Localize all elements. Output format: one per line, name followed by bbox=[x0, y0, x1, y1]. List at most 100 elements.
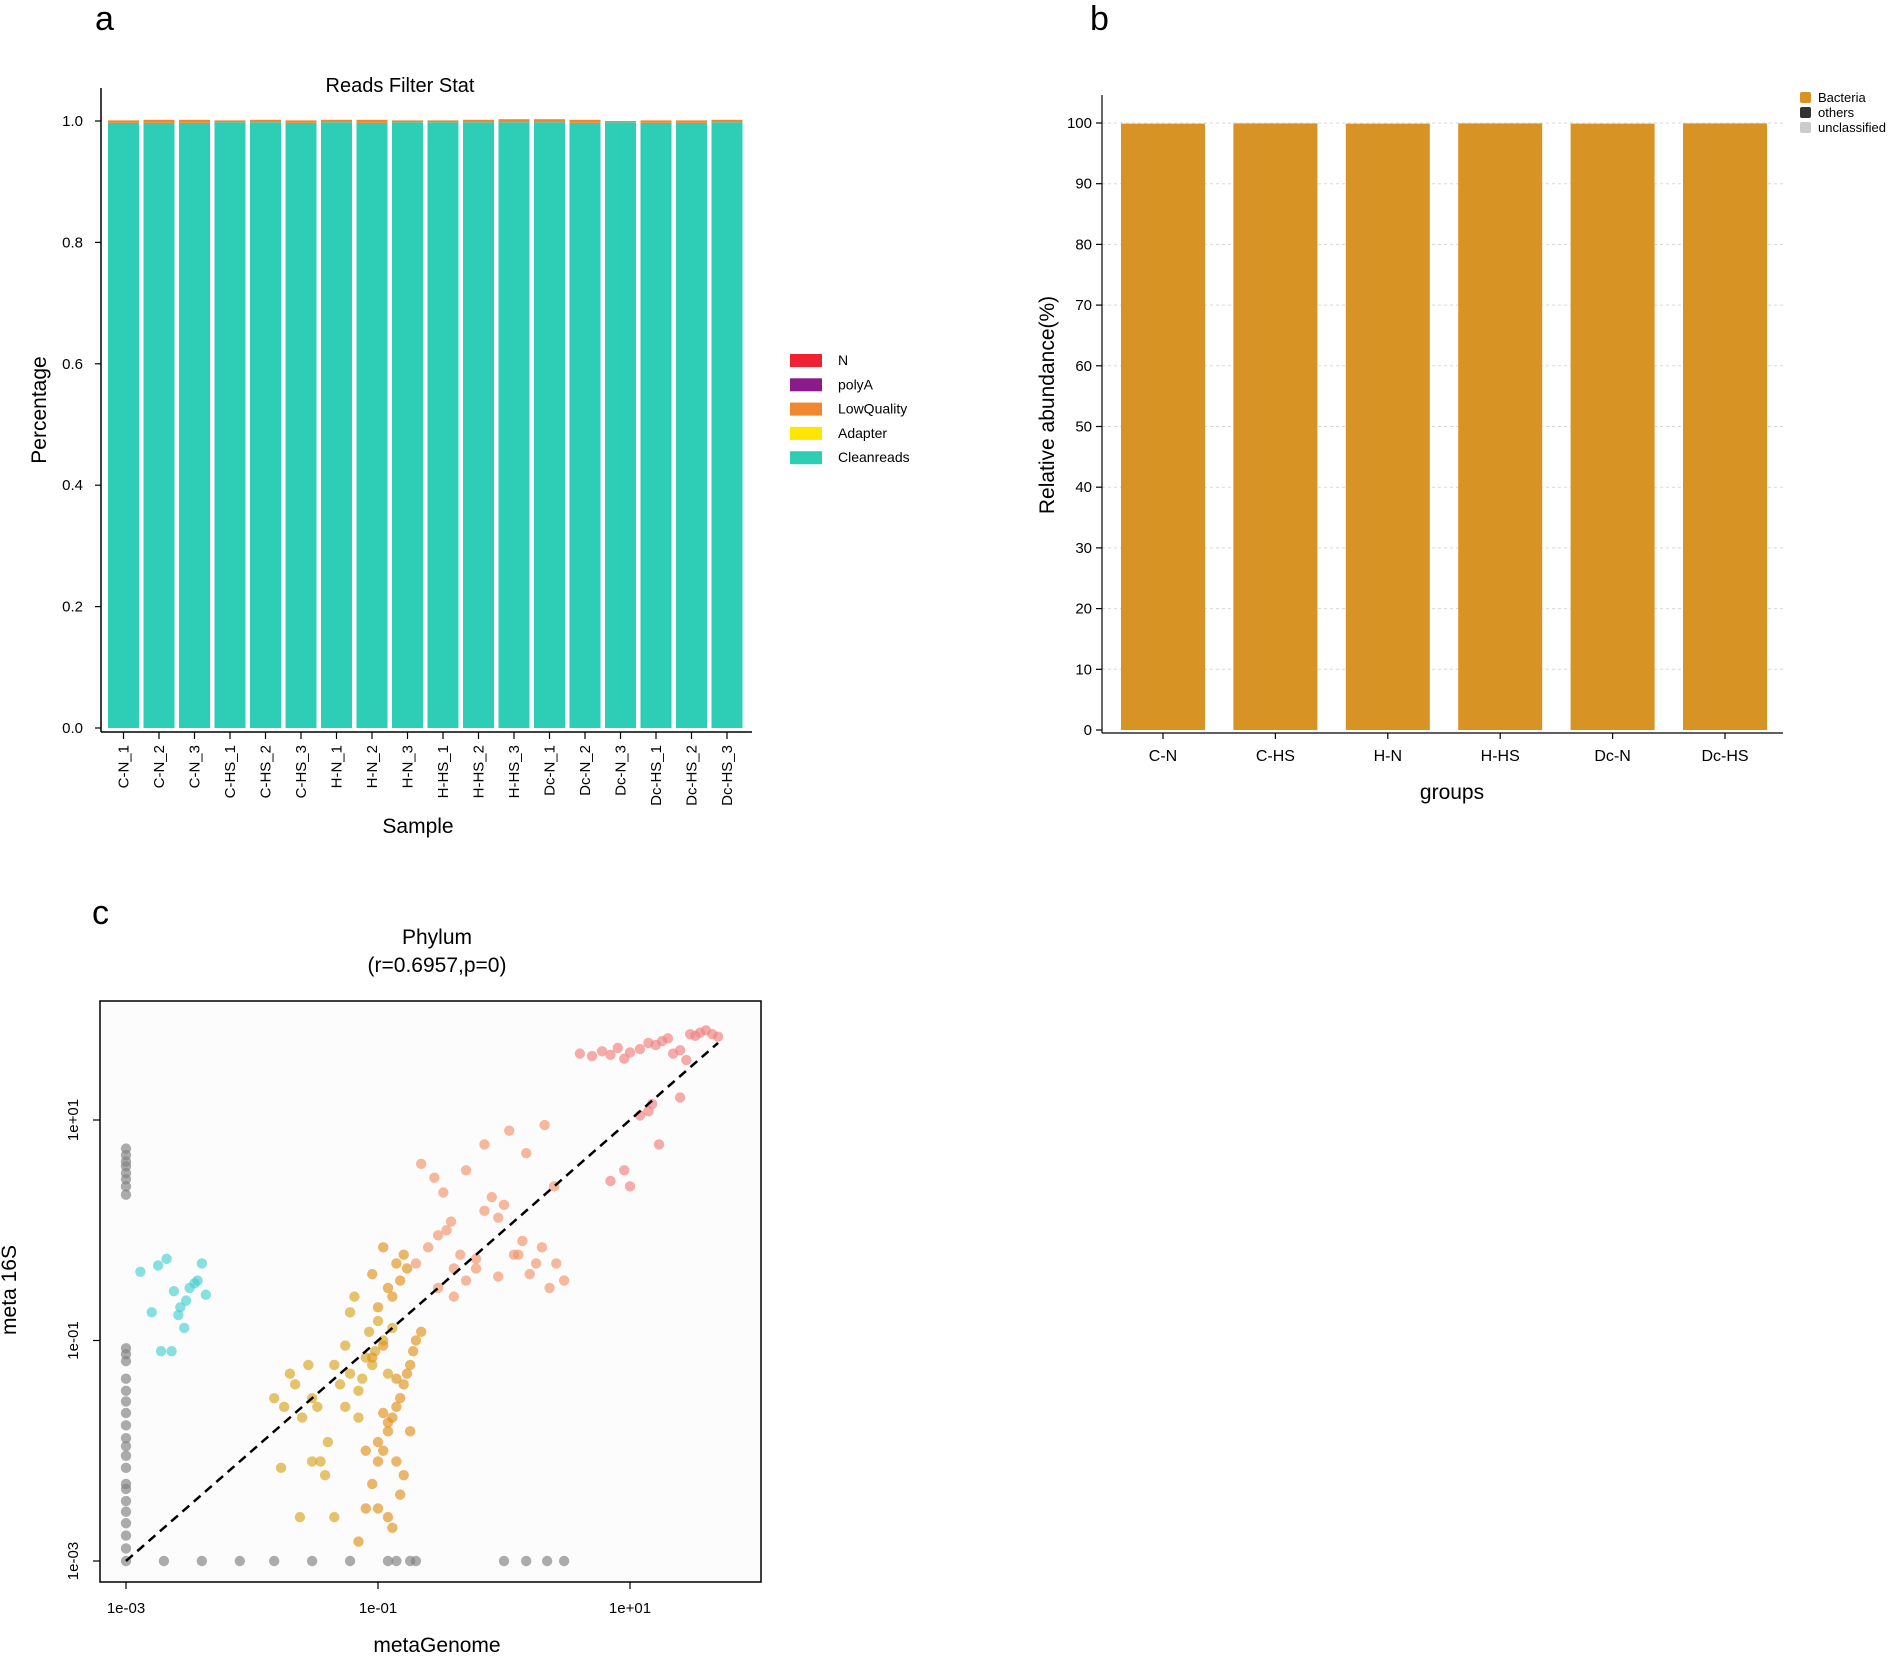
point-c-salmon-9 bbox=[486, 1191, 497, 1203]
bar-b-C-N-unclassified bbox=[1121, 123, 1205, 124]
point-c-salmon-2 bbox=[432, 1230, 444, 1241]
bar-a-H-N_3-LowQuality bbox=[392, 120, 423, 123]
point-c-pink-11 bbox=[662, 1033, 674, 1044]
point-c-yellow-9 bbox=[322, 1436, 334, 1448]
point-c-salmon-11 bbox=[498, 1199, 510, 1211]
point-c-gray-39 bbox=[558, 1555, 570, 1567]
panel-label-a: a bbox=[95, 0, 114, 38]
x-tick-label-b-5: Dc-HS bbox=[1701, 748, 1748, 765]
x-tick-label-a-12: Dc-N_1 bbox=[542, 745, 559, 796]
point-c-cyan-9 bbox=[196, 1258, 208, 1269]
point-c-gray-41 bbox=[391, 1555, 402, 1567]
chart-b-x-label: groups bbox=[1420, 781, 1484, 804]
y-tick-label-a-3: 0.6 bbox=[62, 356, 83, 373]
point-c-yellow-32 bbox=[306, 1456, 318, 1467]
legend-b-swatch-Bacteria bbox=[1800, 92, 1811, 103]
point-c-cyan-12 bbox=[179, 1322, 190, 1334]
bar-a-C-N_3-LowQuality bbox=[179, 119, 210, 123]
point-c-salmon-1 bbox=[422, 1242, 434, 1253]
bar-a-H-HS_1-LowQuality bbox=[427, 120, 459, 123]
point-c-orange-25 bbox=[372, 1436, 384, 1448]
legend-a-label-polyA: polyA bbox=[838, 376, 874, 392]
point-c-cyan-13 bbox=[173, 1309, 184, 1321]
point-c-orange-31 bbox=[394, 1489, 406, 1500]
point-c-gray-31 bbox=[268, 1555, 280, 1567]
y-tick-label-a-2: 0.4 bbox=[62, 477, 83, 494]
point-c-pink-27 bbox=[605, 1175, 616, 1187]
bar-a-H-N_2-Cleanreads bbox=[356, 122, 388, 729]
point-c-orange-14 bbox=[415, 1326, 427, 1337]
bar-a-H-HS_2-LowQuality bbox=[463, 119, 494, 123]
point-c-salmon-27 bbox=[520, 1147, 532, 1159]
point-c-pink-4 bbox=[612, 1042, 623, 1054]
point-c-gray-37 bbox=[520, 1555, 532, 1567]
point-c-cyan-1 bbox=[152, 1260, 164, 1271]
y-tick-label-c-1: 1e-01 bbox=[65, 1321, 82, 1359]
y-tick-label-a-5: 1.0 bbox=[62, 113, 83, 130]
point-c-orange-12 bbox=[407, 1345, 419, 1357]
point-c-gray-33 bbox=[344, 1555, 356, 1567]
chart-c-points bbox=[120, 1025, 724, 1567]
bar-a-H-N_1-Cleanreads bbox=[321, 122, 352, 729]
y-tick-label-c-2: 1e+01 bbox=[65, 1099, 82, 1141]
x-tick-label-a-15: Dc-HS_1 bbox=[648, 745, 665, 806]
x-tick-label-a-14: Dc-N_3 bbox=[613, 745, 630, 796]
point-c-orange-3 bbox=[372, 1456, 384, 1467]
point-c-yellow-1 bbox=[278, 1401, 290, 1413]
point-c-cyan-15 bbox=[155, 1345, 167, 1357]
point-c-pink-3 bbox=[605, 1049, 616, 1061]
x-tick-label-a-7: H-N_2 bbox=[364, 745, 381, 788]
point-c-cyan-11 bbox=[166, 1345, 177, 1357]
point-c-orange-10 bbox=[401, 1368, 413, 1379]
bar-a-H-HS_3-LowQuality bbox=[498, 119, 530, 123]
point-c-salmon-0 bbox=[410, 1258, 422, 1269]
point-c-orange-2 bbox=[367, 1478, 378, 1490]
x-tick-label-a-1: C-N_2 bbox=[151, 745, 168, 788]
point-c-orange-22 bbox=[394, 1275, 406, 1286]
bar-a-C-HS_1-Cleanreads bbox=[214, 122, 246, 729]
x-tick-label-b-4: Dc-N bbox=[1594, 748, 1630, 765]
y-tick-label-c-0: 1e-03 bbox=[65, 1542, 82, 1580]
point-c-orange-19 bbox=[398, 1249, 409, 1260]
x-tick-label-b-0: C-N bbox=[1149, 748, 1177, 765]
point-c-orange-21 bbox=[387, 1291, 398, 1302]
x-tick-label-a-0: C-N_1 bbox=[116, 745, 133, 788]
bar-a-C-HS_2-LowQuality bbox=[250, 119, 281, 123]
point-c-orange-0 bbox=[353, 1536, 364, 1547]
bar-a-Dc-N_2-LowQuality bbox=[569, 119, 601, 123]
point-c-orange-5 bbox=[382, 1426, 394, 1437]
bar-a-Dc-N_1-Cleanreads bbox=[534, 122, 565, 729]
point-c-pink-2 bbox=[596, 1046, 608, 1057]
point-c-salmon-14 bbox=[524, 1268, 535, 1280]
y-tick-label-b-0: 0 bbox=[1084, 722, 1092, 739]
point-c-orange-11 bbox=[404, 1359, 416, 1371]
point-c-orange-7 bbox=[391, 1401, 402, 1413]
point-c-orange-17 bbox=[367, 1268, 378, 1280]
point-c-gray-26 bbox=[120, 1543, 132, 1554]
chart-a-y-ticks: 0.0 0.2 0.4 0.6 0.8 1.0 bbox=[62, 113, 101, 737]
legend-b-label-Bacteria: Bacteria bbox=[1818, 90, 1866, 105]
point-c-gray-24 bbox=[120, 1518, 132, 1529]
point-c-gray-5 bbox=[120, 1174, 132, 1185]
bar-a-Dc-HS_1-Cleanreads bbox=[640, 122, 672, 729]
point-c-salmon-15 bbox=[530, 1258, 542, 1269]
x-tick-label-c-0: 1e-03 bbox=[107, 1600, 145, 1617]
point-c-yellow-12 bbox=[340, 1340, 351, 1351]
y-tick-label-b-1: 10 bbox=[1075, 661, 1092, 678]
panel-c-chart: Phylum (r=0.6957,p=0) 1e-03 1e-01 1e+01 1e… bbox=[0, 926, 762, 1657]
point-c-salmon-5 bbox=[455, 1249, 466, 1260]
point-c-pink-0 bbox=[574, 1048, 586, 1059]
point-c-orange-27 bbox=[391, 1373, 402, 1384]
x-tick-label-a-10: H-HS_2 bbox=[471, 745, 488, 798]
point-c-yellow-31 bbox=[340, 1401, 351, 1413]
point-c-salmon-22 bbox=[438, 1187, 449, 1198]
point-c-pink-25 bbox=[674, 1092, 686, 1103]
chart-c-reference-line bbox=[125, 1041, 719, 1562]
point-c-pink-26 bbox=[619, 1165, 630, 1176]
point-c-orange-33 bbox=[382, 1511, 394, 1523]
point-c-orange-4 bbox=[378, 1445, 389, 1456]
point-c-orange-16 bbox=[382, 1282, 394, 1294]
legend-a-swatch-Adapter bbox=[790, 426, 822, 440]
x-tick-label-b-3: H-HS bbox=[1481, 748, 1520, 765]
